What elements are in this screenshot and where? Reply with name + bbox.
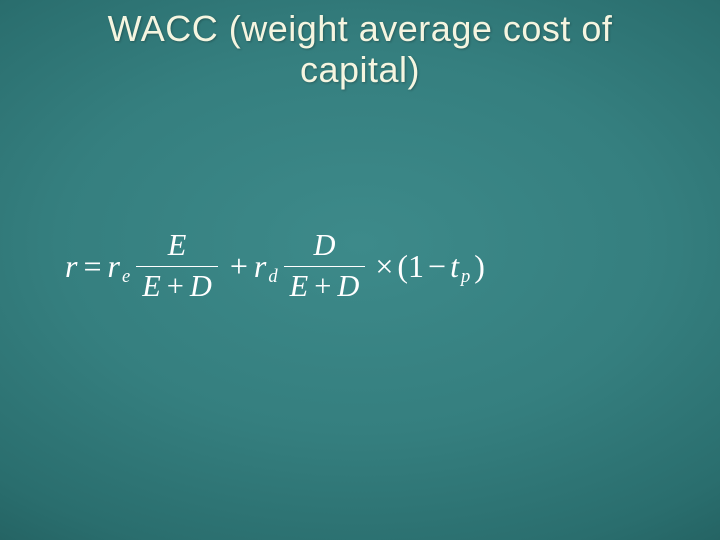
lhs: r bbox=[65, 248, 77, 285]
re-var: r bbox=[108, 248, 120, 285]
t-sub: p bbox=[461, 266, 470, 288]
term-re: r e bbox=[108, 248, 131, 285]
frac1-den-right: D bbox=[190, 271, 212, 303]
title-line-2: capital) bbox=[300, 49, 420, 90]
frac1-den-plus: + bbox=[167, 271, 184, 303]
plus-sign: + bbox=[230, 248, 248, 285]
frac2-den-left: E bbox=[290, 271, 309, 303]
minus-sign: − bbox=[428, 248, 446, 285]
frac1-den: E + D bbox=[136, 271, 218, 303]
frac1-bar bbox=[136, 266, 218, 268]
title-line-1: WACC (weight average cost of bbox=[108, 8, 613, 49]
frac2-den-right: D bbox=[337, 271, 359, 303]
equals-sign: = bbox=[83, 248, 101, 285]
lparen: ( bbox=[397, 248, 408, 285]
slide-title: WACC (weight average cost of capital) bbox=[0, 8, 720, 91]
frac2-den-plus: + bbox=[314, 271, 331, 303]
rd-sub: d bbox=[268, 266, 277, 288]
frac-d-over-ed: D E + D bbox=[284, 230, 366, 303]
frac-e-over-ed: E E + D bbox=[136, 230, 218, 303]
term-rd: r d bbox=[254, 248, 278, 285]
times-sign: × bbox=[375, 248, 393, 285]
lhs-var: r bbox=[65, 248, 77, 285]
re-sub: e bbox=[122, 266, 130, 288]
wacc-formula: r = r e E E + D + r d D bbox=[65, 230, 485, 303]
one: 1 bbox=[408, 248, 424, 285]
frac2-den: E + D bbox=[284, 271, 366, 303]
rd-var: r bbox=[254, 248, 266, 285]
frac1-den-left: E bbox=[142, 271, 161, 303]
rparen: ) bbox=[474, 248, 485, 285]
formula-row: r = r e E E + D + r d D bbox=[65, 230, 485, 303]
frac1-num: E bbox=[162, 230, 193, 262]
tax-term: ( 1 − t p ) bbox=[397, 248, 485, 285]
frac2-bar bbox=[284, 266, 366, 268]
frac2-num: D bbox=[308, 230, 342, 262]
t-var: t bbox=[450, 248, 459, 285]
